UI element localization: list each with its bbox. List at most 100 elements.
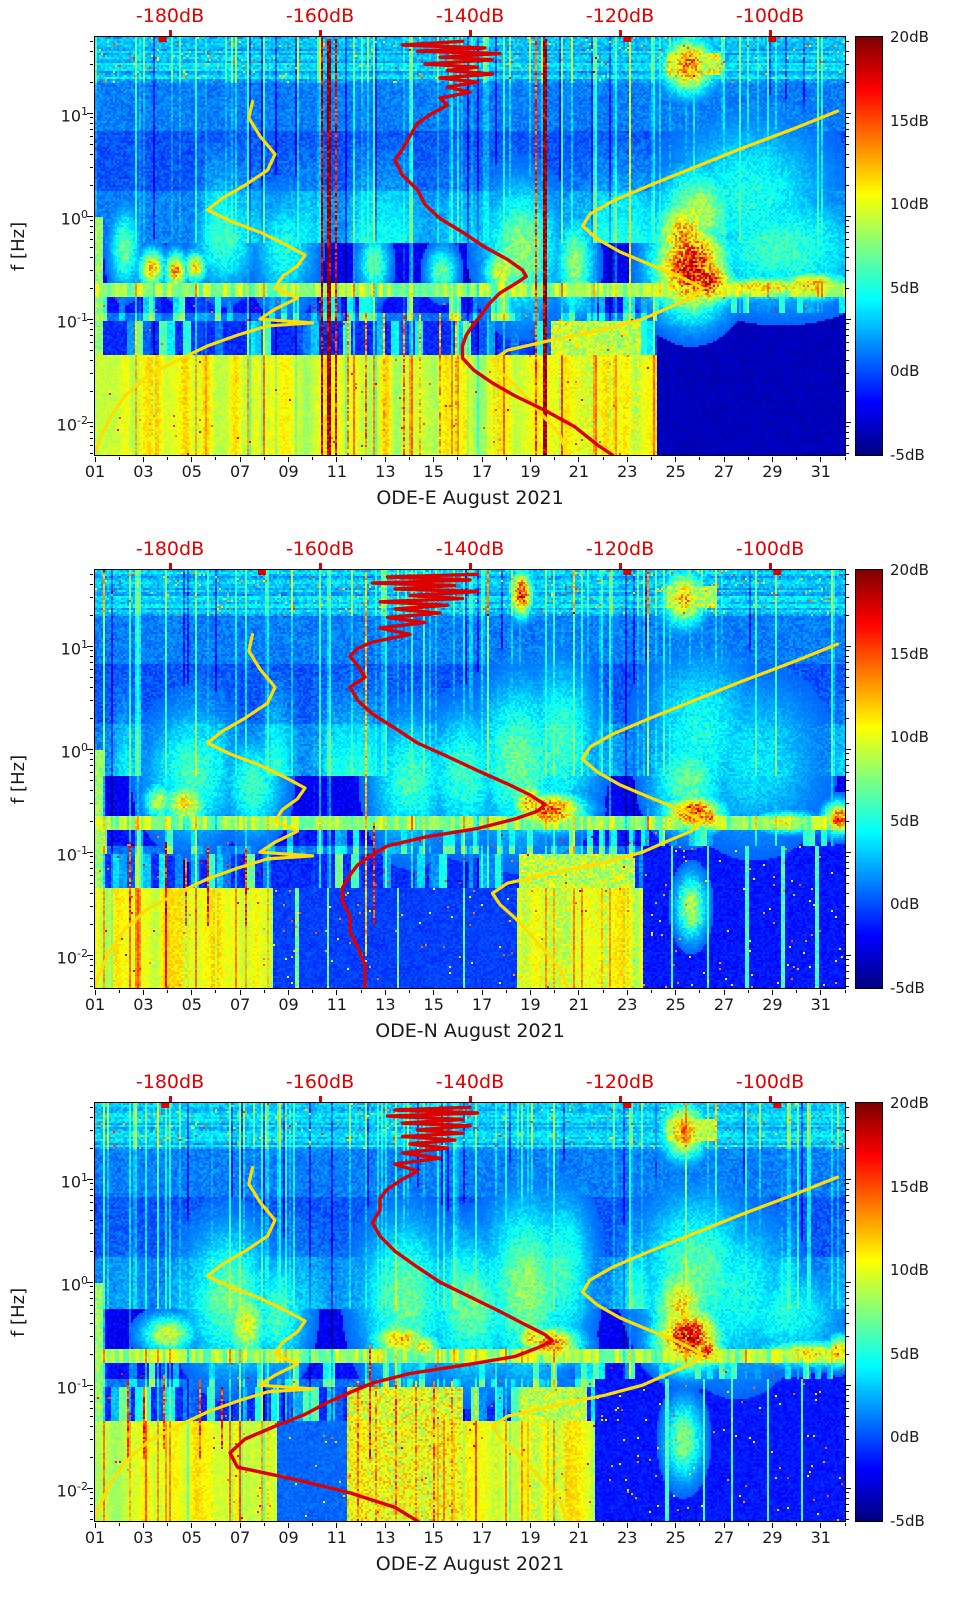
x-tick-label: 29 [762,1528,783,1547]
x-tick-label: 03 [133,995,154,1014]
y-tick-right [846,220,849,222]
colorbar-box [855,1102,883,1522]
y-tick [87,1178,93,1180]
x-tick [94,1523,96,1528]
x-tick [167,990,169,993]
y-tick-right [846,1389,849,1391]
top-axis-tick [319,30,322,36]
x-tick-label: 09 [278,1528,299,1547]
y-tick [90,63,93,65]
top-axis-tick [319,563,322,569]
y-tick-right [846,1116,849,1118]
top-axis-label: -160dB [285,1071,355,1093]
clipped-data-marker [257,570,266,575]
top-axis-label: -100dB [735,538,805,560]
x-tick [118,457,120,460]
y-tick [90,1297,93,1299]
panel-title: ODE-N August 2021 [375,1020,565,1042]
x-tick [263,990,265,993]
y-tick-right [846,1518,849,1520]
y-tick-right [846,444,849,446]
y-tick [90,1456,93,1458]
y-tick-right [846,1425,849,1427]
y-tick-label: 100 [60,741,88,762]
y-tick [90,779,93,781]
spectrogram-panel-ode-n: f [Hz] ODE-N August 2021 -180dB -160dB -14… [0,533,962,1066]
x-tick [457,1523,459,1526]
y-tick-right [846,1183,849,1185]
x-tick [263,457,265,460]
y-tick [90,1407,93,1409]
spectrogram-image [95,37,845,455]
y-tick-right [846,970,849,972]
y-tick [90,959,93,961]
x-tick [505,1523,507,1526]
y-tick-right [846,328,849,330]
y-tick-label: 100 [60,1274,88,1295]
y-tick [90,789,93,791]
x-tick [650,990,652,993]
y-tick-right [846,238,849,240]
y-tick [90,359,93,361]
x-tick [820,990,822,995]
y-tick-label: 101 [60,105,88,126]
y-tick [90,661,93,663]
x-tick-label: 29 [762,462,783,481]
x-tick [433,457,435,462]
top-axis-label: -100dB [735,1071,805,1093]
top-axis-tick [169,30,172,36]
y-tick [90,1116,93,1118]
x-tick [94,990,96,995]
y-tick-right [846,1415,849,1417]
x-tick [94,457,96,462]
spectrogram-image [95,1103,845,1521]
top-axis-tick [769,30,772,36]
plot-area [94,569,846,989]
y-tick-right [846,764,849,766]
y-tick [90,1312,93,1314]
x-tick [650,457,652,460]
observed-psd-curve [228,1105,555,1521]
y-tick [90,128,93,130]
y-tick-right [846,1384,851,1386]
y-tick [90,985,93,987]
y-tick-right [846,771,849,773]
y-tick [90,1400,93,1402]
y-tick-right [846,1194,849,1196]
colorbar-tick-label: -5dB [890,979,925,997]
x-tick [699,1523,701,1526]
y-tick [90,452,93,454]
y-tick [90,614,93,616]
y-tick-right [846,1407,849,1409]
x-tick [360,1523,362,1526]
y-tick [90,426,93,428]
y-tick [87,1281,93,1283]
y-tick [90,220,93,222]
colorbar-tick-label: -5dB [890,446,925,464]
colorbar-tick-label: 10dB [890,728,929,747]
x-tick [505,990,507,993]
x-tick [699,457,701,460]
y-tick [90,1394,93,1396]
x-tick [360,457,362,460]
top-axis-label: -140dB [435,1071,505,1093]
x-tick [699,990,701,993]
x-tick [602,457,604,460]
x-tick [481,1523,483,1528]
y-tick-right [846,959,849,961]
x-tick-label: 31 [810,1528,831,1547]
colorbar-tick-label: 20dB [890,561,929,579]
y-axis-title: f [Hz] [8,754,29,804]
x-tick-label: 25 [665,995,686,1014]
x-tick [384,1523,386,1528]
y-tick [90,1291,93,1293]
y-tick [90,802,93,804]
y-tick-right [846,437,849,439]
y-tick [90,349,93,351]
y-tick-right [846,985,849,987]
x-tick [723,1523,725,1528]
y-tick-right [846,1487,851,1489]
top-axis-tick [769,1096,772,1102]
y-tick-right [846,421,851,423]
y-tick [90,977,93,979]
